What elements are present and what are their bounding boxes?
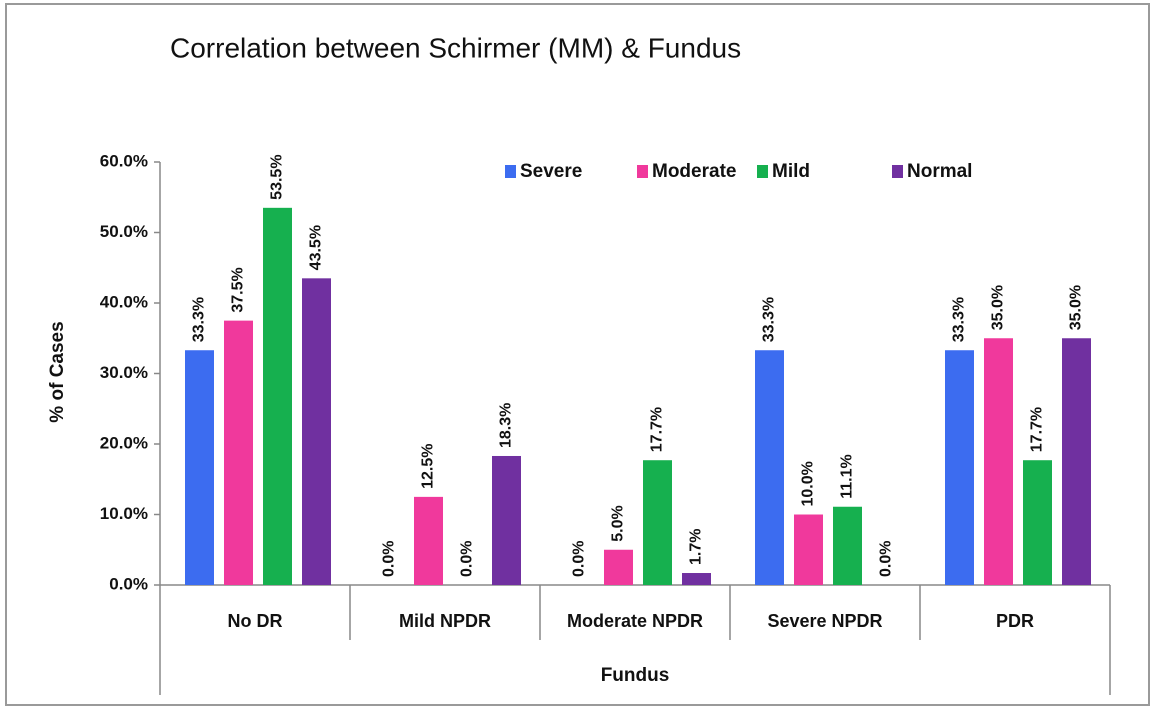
bar [682,573,711,585]
data-label: 5.0% [610,505,627,541]
data-label: 0.0% [571,541,588,577]
chart-title: Correlation between Schirmer (MM) & Fund… [170,32,741,63]
data-label: 35.0% [1068,285,1085,330]
data-label: 12.5% [420,444,437,489]
data-label: 0.0% [459,541,476,577]
legend-label: Normal [907,161,972,182]
data-label: 35.0% [990,285,1007,330]
bar [1062,338,1091,585]
data-label: 1.7% [688,529,705,565]
y-tick-label: 30.0% [100,363,148,382]
bar [224,320,253,585]
y-tick-label: 10.0% [100,504,148,523]
y-tick-label: 50.0% [100,222,148,241]
legend-swatch [505,165,516,178]
data-label: 17.7% [1029,407,1046,452]
bar [794,514,823,585]
data-label: 11.1% [839,454,856,498]
legend-swatch [892,165,903,178]
frame [5,3,1150,706]
bar [945,350,974,585]
x-tick-label: Severe NPDR [767,611,882,631]
data-label: 33.3% [951,297,968,342]
bar [263,207,292,585]
data-label: 33.3% [761,297,778,342]
y-tick-label: 60.0% [100,151,148,170]
bar [185,350,214,585]
x-axis-label: Fundus [601,665,670,686]
bar [833,506,862,585]
y-tick-label: 0.0% [109,574,148,593]
bar [302,278,331,585]
bar [984,338,1013,585]
data-label: 33.3% [191,297,208,342]
data-label: 17.7% [649,407,666,452]
y-tick-label: 40.0% [100,292,148,311]
bar [492,455,521,585]
y-axis-label: % of Cases [47,321,68,422]
bar [755,350,784,585]
legend-label: Severe [520,161,582,182]
bar [1023,460,1052,585]
bar [604,549,633,585]
data-label: 43.5% [308,225,325,270]
data-label: 10.0% [800,461,817,506]
legend-label: Mild [772,161,810,182]
x-tick-label: Moderate NPDR [567,611,703,631]
data-label: 53.5% [269,154,286,199]
x-tick-label: PDR [996,611,1034,631]
legend-swatch [757,165,768,178]
bar [643,460,672,585]
x-tick-label: Mild NPDR [399,611,491,631]
legend-swatch [637,165,648,178]
x-tick-label: No DR [228,611,283,631]
data-label: 37.5% [230,267,247,312]
data-label: 18.3% [498,403,515,448]
bar [414,496,443,585]
y-tick-label: 20.0% [100,433,148,452]
legend-label: Moderate [652,161,736,182]
data-label: 0.0% [878,541,895,577]
data-label: 0.0% [381,541,398,577]
